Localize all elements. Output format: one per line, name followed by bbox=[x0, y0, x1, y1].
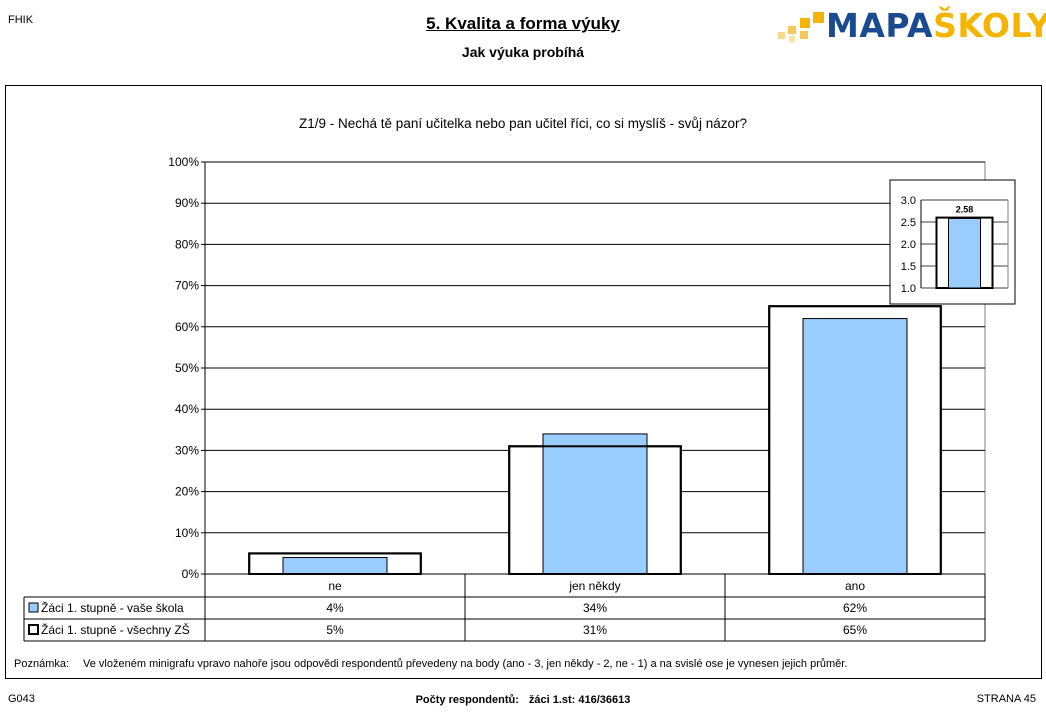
bar-all-schools-outline bbox=[768, 305, 942, 575]
bar-your-school bbox=[542, 433, 648, 575]
page-title: 5. Kvalita a forma výuky bbox=[426, 14, 620, 33]
inset-y-tick-label: 2.0 bbox=[901, 239, 916, 251]
logo-text-main: MAPA bbox=[826, 6, 934, 45]
data-value-label: 62% bbox=[843, 601, 867, 615]
chart-question: Z1/9 - Nechá tě paní učitelka nebo pan u… bbox=[299, 116, 747, 131]
logo: MAPAŠKOLY bbox=[776, 6, 1046, 45]
bar-your-school bbox=[802, 318, 908, 575]
footer-page: STRANA 45 bbox=[976, 693, 1036, 705]
y-tick-label: 0% bbox=[182, 567, 200, 581]
data-value-label: 4% bbox=[326, 601, 344, 615]
y-tick-label: 20% bbox=[175, 485, 199, 499]
legend-entry: Žáci 1. stupně - všechny ZŠ bbox=[41, 622, 190, 637]
y-tick-label: 60% bbox=[175, 320, 199, 334]
logo-text: MAPAŠKOLY bbox=[826, 6, 1046, 45]
y-tick-label: 40% bbox=[175, 402, 199, 416]
bar-all-schools-outline bbox=[508, 445, 682, 575]
inset-y-tick-label: 1.5 bbox=[901, 261, 916, 273]
corner-code: FHIK bbox=[8, 14, 34, 26]
y-tick-label: 10% bbox=[175, 526, 199, 540]
note-text: Ve vloženém minigrafu vpravo nahoře jsou… bbox=[83, 658, 848, 670]
y-tick-label: 50% bbox=[175, 361, 199, 375]
footer-respondents-value: žáci 1.st: 416/36613 bbox=[528, 694, 631, 706]
inset-y-tick-label: 3.0 bbox=[901, 195, 916, 207]
inset-y-tick-label: 1.0 bbox=[901, 283, 916, 295]
y-tick-label: 100% bbox=[168, 155, 199, 169]
note-label: Poznámka: bbox=[14, 658, 70, 670]
bar-your-school bbox=[282, 557, 388, 575]
page-subtitle: Jak výuka probíhá bbox=[461, 44, 585, 60]
inset-data-label: 2.58 bbox=[956, 205, 974, 215]
data-value-label: 5% bbox=[326, 623, 344, 637]
data-value-label: 65% bbox=[843, 623, 867, 637]
x-category-label: ne bbox=[328, 579, 342, 593]
x-category-label: jen někdy bbox=[568, 579, 620, 593]
x-category-label: ano bbox=[845, 579, 865, 593]
footer-respondents-label: Počty respondentů: bbox=[415, 694, 519, 706]
legend-swatch bbox=[28, 624, 39, 635]
logo-squares-icon bbox=[778, 12, 824, 42]
chart-frame bbox=[5, 85, 1042, 679]
footer-code: G043 bbox=[8, 693, 35, 705]
note: Poznámka: Ve vloženém minigrafu vpravo na… bbox=[14, 658, 847, 670]
y-tick-label: 70% bbox=[175, 279, 199, 293]
data-value-label: 31% bbox=[583, 623, 607, 637]
data-value-label: 34% bbox=[583, 601, 607, 615]
legend-swatch bbox=[28, 602, 39, 613]
inset-bar-your-school bbox=[948, 217, 981, 289]
y-tick-label: 30% bbox=[175, 443, 199, 457]
y-tick-label: 90% bbox=[175, 196, 199, 210]
footer-respondents: Počty respondentů: žáci 1.st: 416/36613 bbox=[0, 694, 1046, 706]
legend-entry: Žáci 1. stupně - vaše škola bbox=[41, 600, 184, 615]
logo-text-accent: ŠKOLY bbox=[933, 6, 1046, 45]
y-tick-label: 80% bbox=[175, 237, 199, 251]
inset-y-tick-label: 2.5 bbox=[901, 217, 916, 229]
bar-all-schools-outline bbox=[248, 552, 422, 576]
